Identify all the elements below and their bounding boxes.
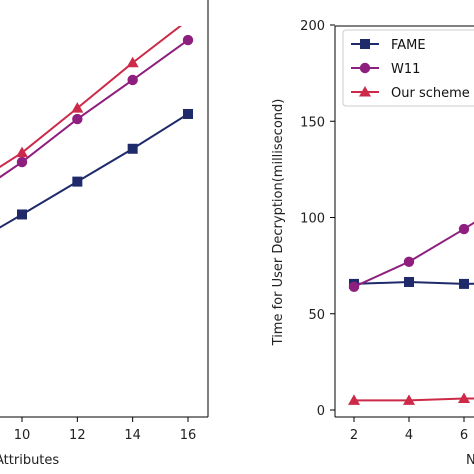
right-x-tick-label: 4	[405, 428, 413, 443]
left-x-tick-label: 16	[180, 428, 197, 443]
left-series-point	[16, 146, 28, 158]
left-series-point	[182, 14, 194, 25]
legend: FAME W11 Our scheme	[342, 29, 474, 107]
left-series-point	[126, 56, 139, 68]
legend-marker	[359, 62, 371, 74]
right-series-point	[403, 394, 415, 405]
left-series-line	[0, 39, 189, 179]
right-y-tick-label: 150	[300, 115, 325, 130]
legend-label: FAME	[391, 38, 426, 53]
right-y-tick-label: 100	[300, 212, 325, 227]
legend-box	[342, 29, 474, 107]
right-y-tick-label: 50	[308, 308, 325, 323]
right-x-tick-label: 6	[460, 428, 468, 443]
right-y-ticks: 0 50 100 150 200	[300, 19, 335, 419]
legend-label: W11	[391, 62, 420, 77]
left-series-point	[182, 34, 194, 46]
right-series-point	[404, 276, 414, 287]
left-x-tick-label: 12	[69, 428, 86, 443]
right-x-tick-label: 2	[350, 428, 358, 443]
right-x-ticks: 2 4 6	[350, 417, 468, 443]
right-series	[348, 221, 474, 405]
right-y-tick-label: 200	[300, 19, 325, 34]
right-x-axis-label: N	[466, 453, 474, 468]
left-x-ticks: 101214168	[14, 417, 197, 443]
legend-entry: Our scheme	[351, 86, 470, 101]
legend-entry: W11	[351, 62, 420, 77]
left-series-point	[72, 176, 83, 187]
right-y-axis-label: Time for User Decryption(millisecond)	[271, 99, 286, 347]
left-series	[0, 14, 194, 229]
right-series-line	[353, 221, 474, 288]
legend-marker	[359, 86, 371, 97]
left-series-line	[0, 26, 183, 169]
right-series-point	[348, 281, 360, 292]
left-x-tick-label: 10	[14, 428, 31, 443]
legend-entry: FAME	[351, 38, 426, 53]
right-series-point	[458, 223, 470, 235]
left-series-point	[72, 113, 83, 125]
right-series-point	[459, 278, 469, 289]
left-x-tick-label: 14	[124, 428, 141, 443]
legend-marker	[360, 39, 370, 49]
left-series-point	[127, 74, 138, 86]
right-series-line	[354, 397, 474, 402]
left-chart: 101214168 Attributes	[0, 0, 209, 468]
legend-label: Our scheme	[391, 86, 470, 101]
left-series-point	[127, 143, 138, 154]
right-series-line	[353, 280, 474, 285]
right-chart: 0 50 100 150 200 2 4 6 Time for User Decryptio…	[271, 19, 474, 468]
right-series-point	[348, 394, 360, 405]
left-series-point	[71, 102, 84, 113]
legend-items: FAME W11 Our scheme	[351, 38, 470, 101]
left-x-axis-label: Attributes	[0, 453, 59, 468]
right-series-point	[403, 256, 415, 267]
left-series-line	[0, 113, 189, 229]
left-series-point	[17, 209, 27, 220]
left-series-point	[183, 108, 193, 119]
right-y-tick-label: 0	[317, 404, 325, 419]
left-series-point	[16, 156, 28, 168]
right-series-point	[458, 392, 470, 403]
